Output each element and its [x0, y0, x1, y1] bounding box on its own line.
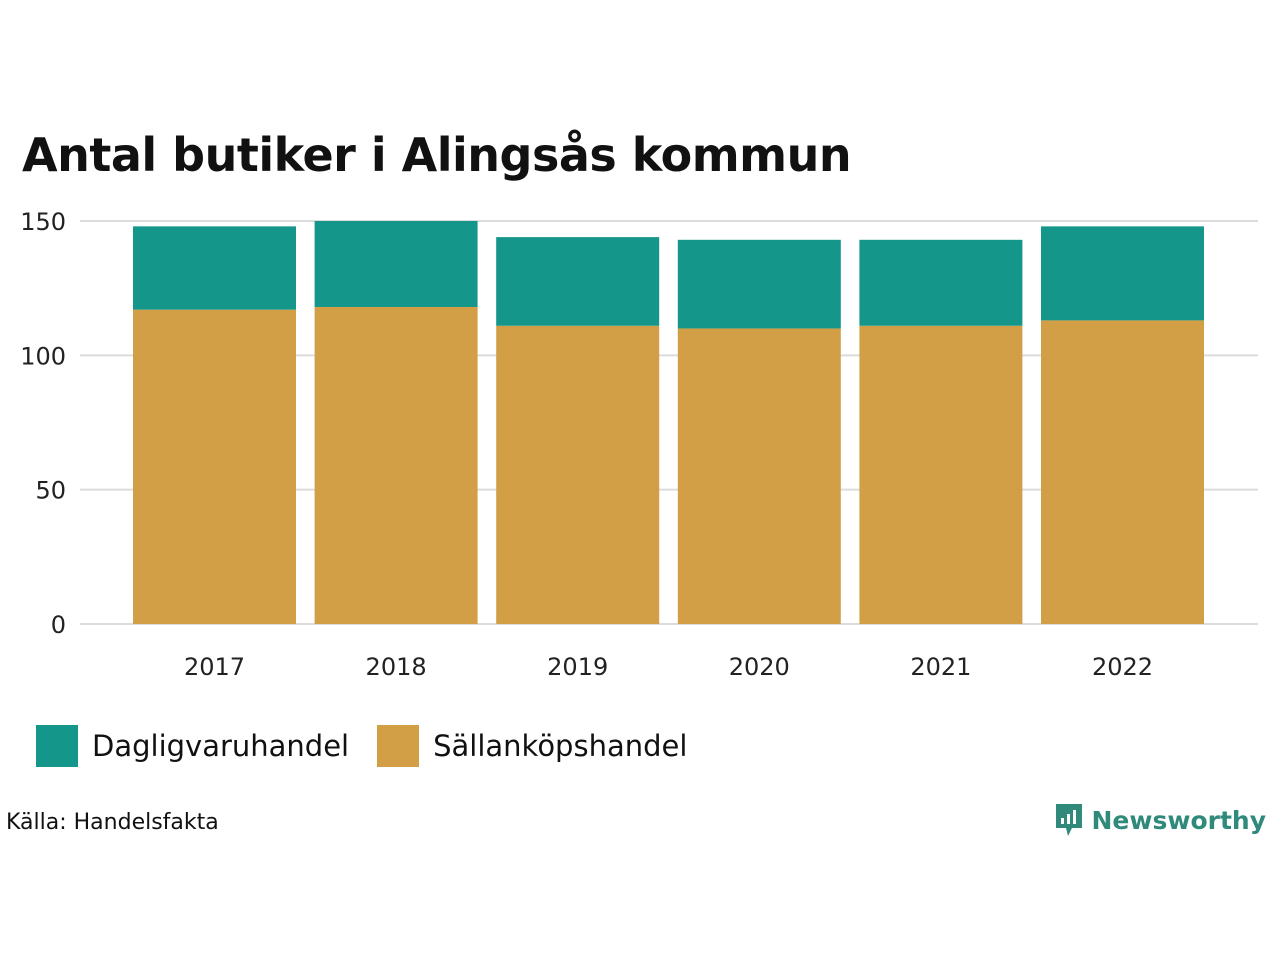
brand-logo: Newsworthy	[1054, 802, 1267, 838]
legend-label-dagligvaruhandel: Dagligvaruhandel	[92, 729, 350, 763]
x-tick-label: 2018	[366, 653, 427, 681]
legend-item-dagligvaruhandel: Dagligvaruhandel	[36, 725, 349, 767]
bar-sällanköpshandel-2021	[859, 325, 1023, 624]
x-tick-label: 2020	[729, 653, 790, 681]
bar-sällanköpshandel-2017	[133, 309, 296, 624]
bar-dagligvaruhandel-2020	[677, 239, 841, 329]
bar-dagligvaruhandel-2021	[859, 239, 1023, 326]
legend-swatch-dagligvaruhandel	[36, 725, 78, 767]
stacked-bar-chart: 0 50 100 150 2017 2018 2019 2020 2021 2022	[20, 208, 1258, 681]
bar-dagligvaruhandel-2022	[1041, 226, 1204, 321]
x-tick-label: 2017	[184, 653, 245, 681]
bar-sällanköpshandel-2020	[677, 328, 841, 624]
bar-dagligvaruhandel-2017	[133, 226, 296, 310]
legend-item-sallankopshandel: Sällanköpshandel	[377, 725, 687, 767]
bar-sällanköpshandel-2019	[496, 325, 660, 624]
y-tick-label: 50	[35, 477, 66, 505]
legend-swatch-sallankopshandel	[377, 725, 420, 767]
y-tick-label: 100	[20, 342, 66, 370]
bar-dagligvaruhandel-2018	[314, 221, 478, 307]
x-tick-label: 2019	[547, 653, 608, 681]
legend-label-sallankopshandel: Sällanköpshandel	[433, 729, 688, 763]
x-tick-label: 2022	[1092, 653, 1153, 681]
bar-sällanköpshandel-2022	[1041, 320, 1204, 624]
newsworthy-logo-icon	[1055, 804, 1082, 836]
legend: Dagligvaruhandel Sällanköpshandel	[36, 725, 715, 767]
x-tick-label: 2021	[910, 653, 971, 681]
bar-sällanköpshandel-2018	[314, 306, 478, 624]
brand-name: Newsworthy	[1091, 805, 1267, 835]
bar-dagligvaruhandel-2019	[496, 237, 660, 326]
y-tick-label: 150	[20, 208, 66, 236]
y-tick-label: 0	[51, 611, 66, 639]
source-note: Källa: Handelsfakta	[6, 810, 219, 835]
chart-title: Antal butiker i Alingsås kommun	[22, 128, 852, 182]
